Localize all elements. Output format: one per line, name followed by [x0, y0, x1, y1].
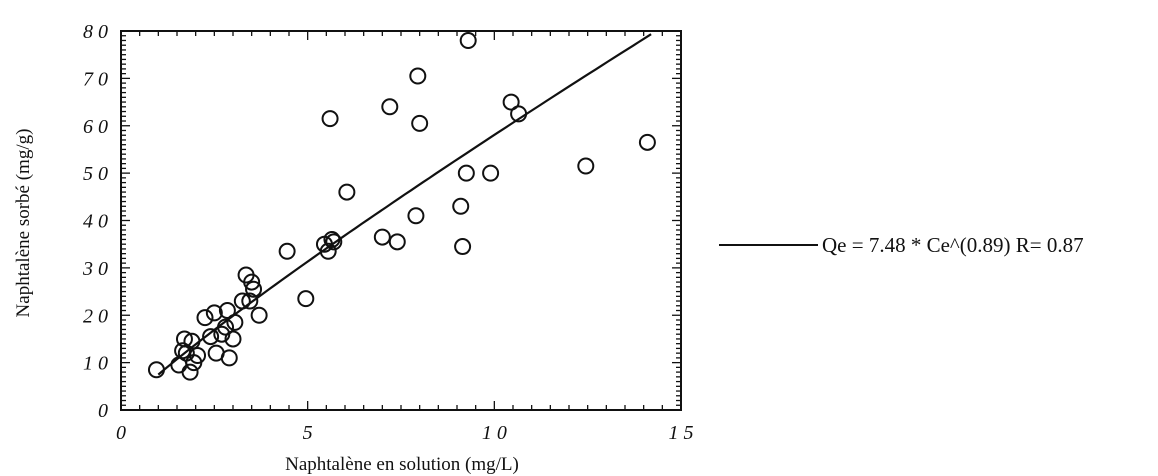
- x-tick-label: 5: [303, 422, 313, 444]
- data-point: [218, 302, 236, 320]
- data-point: [323, 230, 341, 248]
- x-tick-label: 0: [116, 422, 126, 444]
- y-tick-labels: 0 1 0 2 0 3 0 4 0 5 0 6 0 7 0 8 0: [82, 21, 108, 422]
- y-tick-label: 7 0: [83, 68, 108, 90]
- data-point: [233, 292, 251, 310]
- data-point: [297, 290, 315, 308]
- y-tick-label: 8 0: [83, 21, 108, 43]
- plot-frame: [120, 30, 682, 411]
- x-tick-label: 1 5: [669, 422, 694, 444]
- data-point: [409, 67, 427, 85]
- y-tick-label: 3 0: [82, 258, 108, 280]
- data-point: [482, 164, 500, 182]
- data-point: [319, 242, 337, 260]
- y-tick-label: 0: [98, 400, 108, 422]
- data-point: [196, 309, 214, 327]
- data-point: [183, 332, 201, 350]
- data-point: [502, 93, 520, 111]
- data-point: [459, 31, 477, 49]
- legend-label: Qe = 7.48 * Ce^(0.89) R= 0.87: [822, 233, 1084, 257]
- data-point: [577, 157, 595, 175]
- data-point: [638, 133, 656, 151]
- data-point: [181, 363, 199, 381]
- data-point: [325, 233, 343, 251]
- data-point: [174, 342, 192, 360]
- data-point: [407, 207, 425, 225]
- data-points: [147, 31, 656, 381]
- data-point: [205, 304, 223, 322]
- data-point: [454, 238, 472, 256]
- x-axis-label: Naphtalène en solution (mg/L): [285, 454, 519, 475]
- data-point: [278, 242, 296, 260]
- y-tick-label: 2 0: [83, 305, 108, 327]
- data-point: [388, 233, 406, 251]
- data-point: [245, 280, 263, 298]
- x-tick-labels: 0 5 1 0 1 5: [116, 422, 694, 444]
- data-point: [373, 228, 391, 246]
- data-point: [321, 110, 339, 128]
- y-tick-label: 4 0: [83, 211, 108, 233]
- data-point: [226, 313, 244, 331]
- data-point: [457, 164, 475, 182]
- data-point: [411, 114, 429, 132]
- data-point: [241, 292, 259, 310]
- data-point: [452, 197, 470, 215]
- y-tick-label: 5 0: [83, 163, 108, 185]
- data-point: [224, 330, 242, 348]
- data-point: [220, 349, 238, 367]
- data-point: [338, 183, 356, 201]
- y-axis-label: Naphtalène sorbé (mg/g): [13, 129, 34, 318]
- y-tick-label: 1 0: [83, 353, 108, 375]
- x-tick-label: 1 0: [482, 422, 507, 444]
- data-point: [250, 306, 268, 324]
- fit-line: [157, 33, 652, 376]
- y-tick-label: 6 0: [83, 116, 108, 138]
- legend: Qe = 7.48 * Ce^(0.89) R= 0.87: [719, 233, 1084, 257]
- data-point: [189, 347, 207, 365]
- data-point: [217, 318, 235, 336]
- data-point: [147, 361, 165, 379]
- data-point: [202, 328, 220, 346]
- data-point: [243, 273, 261, 291]
- data-point: [381, 98, 399, 116]
- data-point: [510, 105, 528, 123]
